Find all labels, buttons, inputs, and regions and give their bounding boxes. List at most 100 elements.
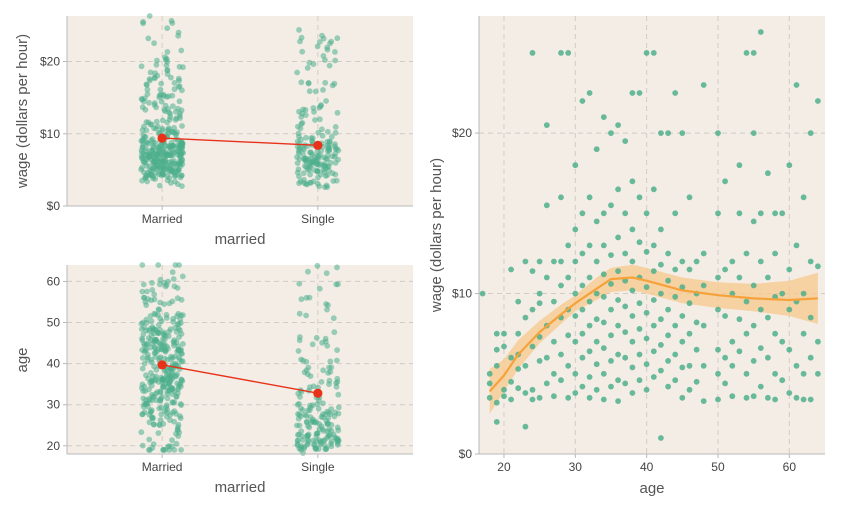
data-point <box>329 170 336 177</box>
data-point <box>335 391 342 398</box>
data-point <box>157 417 164 423</box>
y-tick-label: $0 <box>459 447 473 461</box>
data-point <box>139 288 146 295</box>
data-point <box>600 242 607 249</box>
data-point <box>800 194 807 201</box>
data-point <box>170 318 177 325</box>
data-point <box>155 144 162 151</box>
data-point <box>565 332 572 339</box>
data-point <box>141 159 148 166</box>
data-point <box>629 90 636 96</box>
data-point <box>332 49 338 55</box>
y-axis-label: age <box>14 347 31 372</box>
data-point <box>148 318 155 325</box>
data-point <box>715 370 721 377</box>
data-point <box>322 79 329 86</box>
data-point <box>298 446 304 453</box>
data-point <box>302 411 308 418</box>
data-point <box>143 372 149 379</box>
x-tick-label: 50 <box>711 460 725 474</box>
data-point <box>786 266 793 273</box>
data-point <box>807 396 814 403</box>
data-point <box>157 276 164 283</box>
data-point <box>772 210 778 217</box>
data-point <box>586 348 593 355</box>
data-point <box>686 362 693 369</box>
data-point <box>693 319 700 326</box>
data-point <box>807 258 814 265</box>
data-point <box>314 148 321 155</box>
data-point <box>600 396 607 403</box>
data-point <box>151 344 158 351</box>
data-point <box>176 334 182 340</box>
data-point <box>636 239 643 246</box>
data-point <box>650 297 657 303</box>
data-point <box>156 92 163 99</box>
data-point <box>729 338 736 345</box>
data-point <box>536 358 543 364</box>
data-point <box>156 405 163 412</box>
data-point <box>551 298 557 305</box>
data-point <box>572 370 579 377</box>
data-point <box>700 250 707 257</box>
data-point <box>593 316 600 323</box>
data-point <box>493 419 500 425</box>
data-point <box>324 128 331 135</box>
x-tick-label: 20 <box>497 460 511 474</box>
data-point <box>786 390 793 396</box>
y-axis-label: wage (dollars per hour) <box>14 34 31 189</box>
data-point <box>296 422 303 429</box>
data-point <box>686 194 693 201</box>
data-point <box>779 210 786 217</box>
data-point <box>305 80 312 86</box>
data-point <box>815 98 821 104</box>
data-point <box>722 266 728 273</box>
data-point <box>643 361 650 368</box>
data-point <box>178 139 185 146</box>
data-point <box>142 152 149 159</box>
data-point <box>163 404 170 410</box>
data-point <box>529 50 536 56</box>
data-point <box>658 435 664 441</box>
data-point <box>179 358 186 365</box>
data-point <box>177 110 183 117</box>
data-point <box>146 99 152 106</box>
data-point <box>800 330 807 337</box>
data-point <box>151 40 158 47</box>
data-point <box>493 399 500 406</box>
data-point <box>586 322 593 329</box>
data-point <box>622 354 629 361</box>
data-point <box>622 380 629 387</box>
data-point <box>330 178 337 184</box>
data-point <box>750 50 757 56</box>
data-point <box>140 331 147 338</box>
data-point <box>296 156 303 162</box>
data-point <box>156 322 162 328</box>
data-point <box>322 338 329 345</box>
data-point <box>169 409 176 416</box>
data-point <box>153 125 160 132</box>
data-point <box>736 274 743 281</box>
data-point <box>765 314 771 321</box>
data-point <box>317 438 324 445</box>
data-point <box>171 337 178 344</box>
x-tick-label: Married <box>142 460 183 474</box>
data-point <box>551 258 557 265</box>
data-point <box>600 370 607 377</box>
data-point <box>793 362 800 369</box>
data-point <box>161 329 168 336</box>
data-point <box>335 404 342 411</box>
data-point <box>144 82 150 88</box>
data-point <box>665 383 671 390</box>
data-point <box>800 370 807 377</box>
data-point <box>138 166 145 173</box>
data-point <box>743 370 750 377</box>
data-point <box>149 280 155 286</box>
data-point <box>536 258 543 265</box>
smooth-line <box>488 276 818 393</box>
data-point <box>139 337 146 344</box>
data-point <box>155 306 162 313</box>
data-point <box>658 130 664 137</box>
data-point <box>593 386 600 393</box>
y-tick-label: 40 <box>47 357 61 371</box>
